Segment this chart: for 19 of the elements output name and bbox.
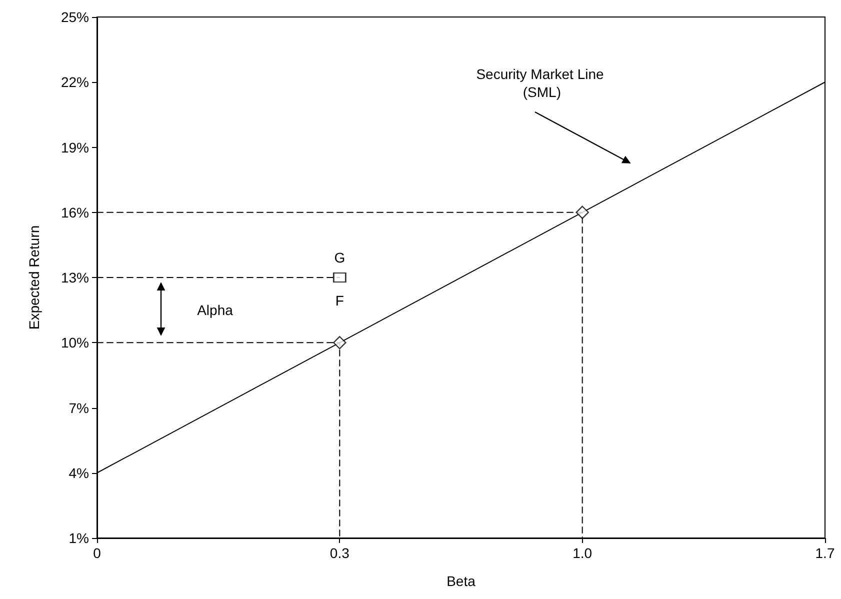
y-tick-label: 10% xyxy=(60,334,89,351)
y-tick-label: 22% xyxy=(60,74,89,90)
annotation: Alpha xyxy=(197,302,234,318)
x-axis-title: Beta xyxy=(446,573,476,589)
y-tick-label: 4% xyxy=(68,464,89,481)
x-tick-label: 1.7 xyxy=(815,545,835,561)
x-tick-label: 0 xyxy=(93,545,102,561)
y-tick-label: 19% xyxy=(60,139,89,156)
y-tick-label: 25% xyxy=(60,9,89,25)
annotation: Security Market Line (SML) xyxy=(476,66,604,100)
y-tick-label: 1% xyxy=(68,530,89,546)
annotation: F xyxy=(335,292,344,309)
x-tick-label: 0.3 xyxy=(330,545,350,561)
annotation: G xyxy=(334,250,346,266)
x-tick-label: 1.0 xyxy=(572,545,592,561)
y-tick-label: 7% xyxy=(68,400,89,416)
y-tick-label: 16% xyxy=(60,204,89,220)
y-axis-title: Expected Return xyxy=(26,225,42,330)
y-tick-label: 13% xyxy=(60,270,89,286)
